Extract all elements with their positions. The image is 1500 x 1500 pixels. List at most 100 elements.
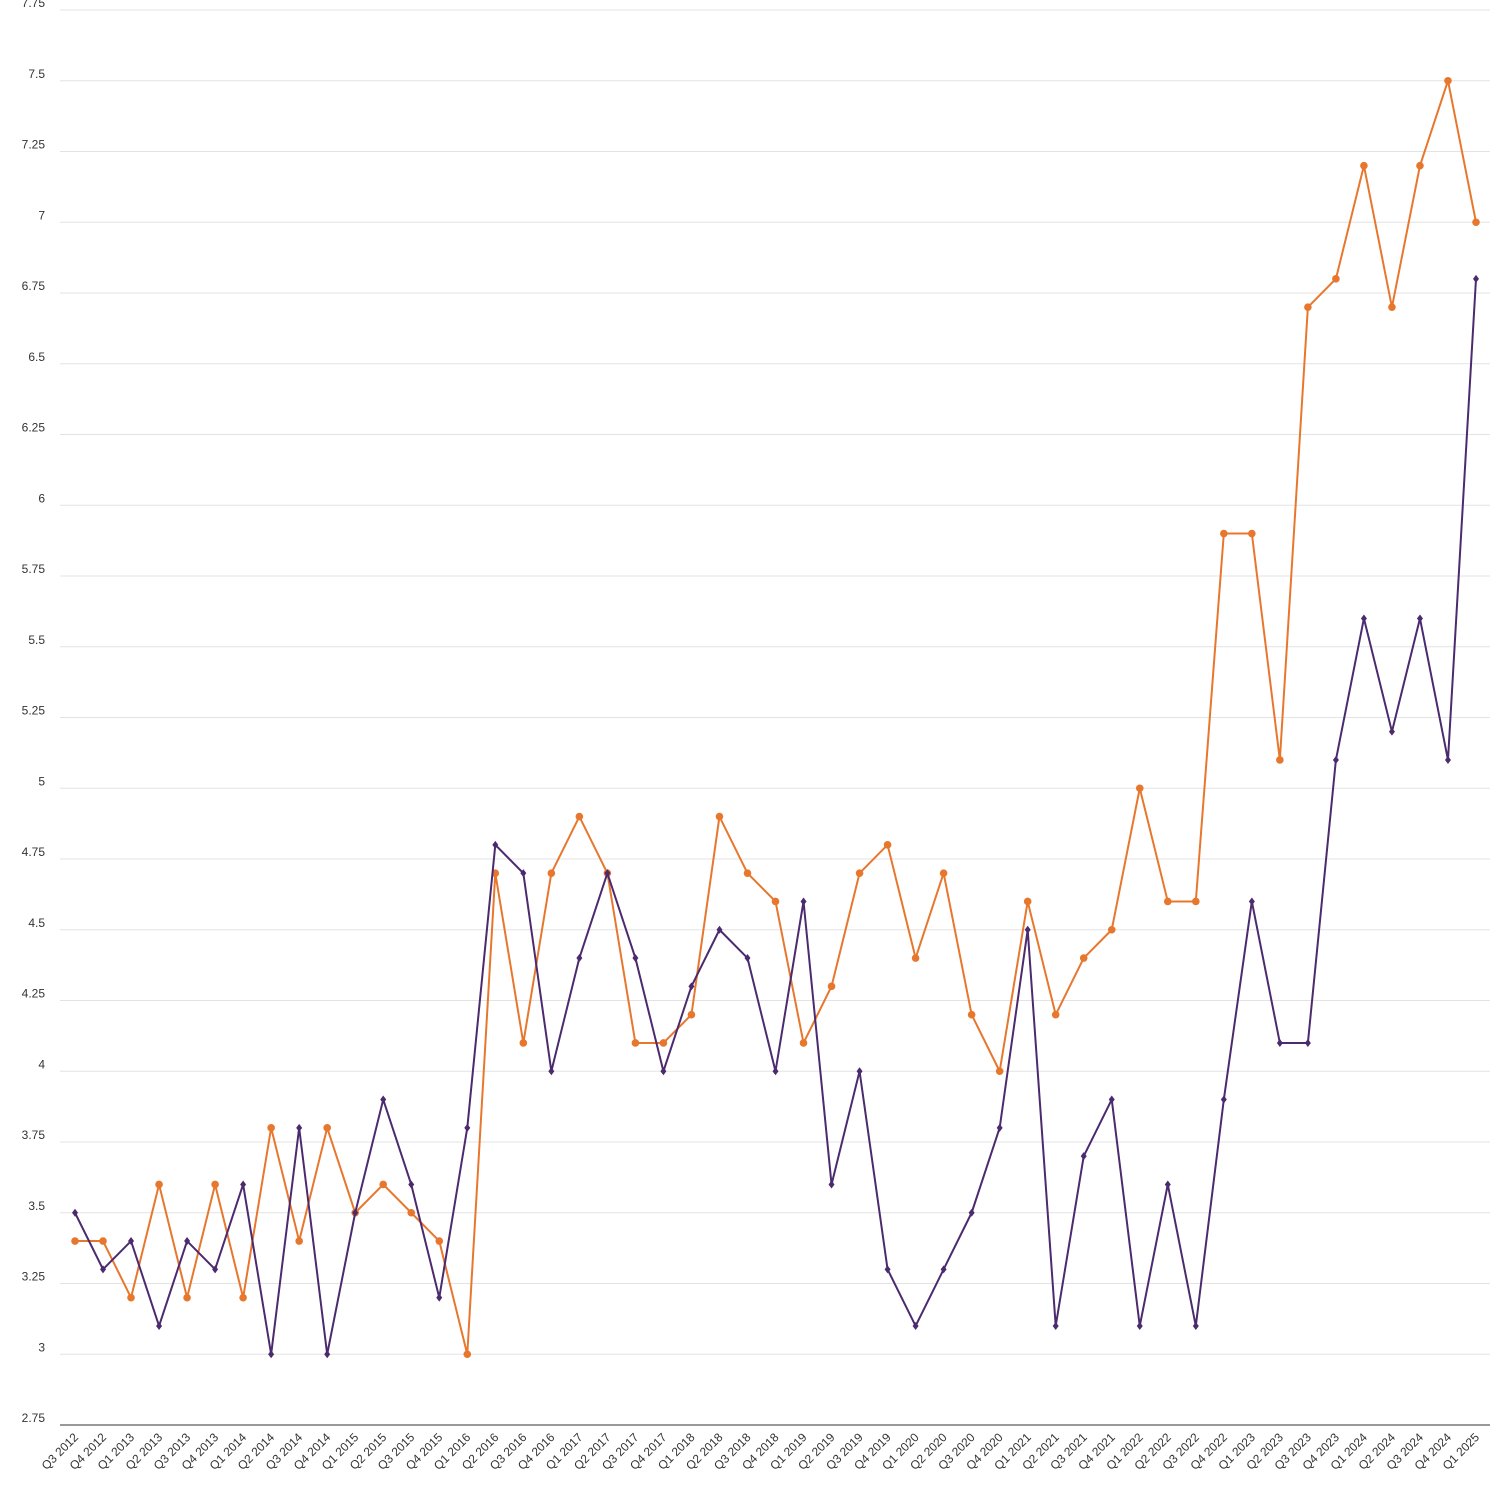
y-axis-tick-labels: 2.75 3 3.25 3.5 3.75 4 4.25 4.5 4.75 5 5.25 5.5 5.75…	[22, 0, 46, 1425]
data-point	[1108, 1095, 1115, 1104]
data-point	[968, 1208, 975, 1217]
data-point	[996, 1123, 1003, 1132]
data-point	[1388, 303, 1396, 311]
data-point	[687, 1010, 696, 1019]
y-tick-label: 7	[38, 208, 45, 222]
y-tick-label: 5	[38, 774, 45, 788]
series-2-line	[74, 278, 1477, 1356]
data-point	[519, 1039, 528, 1047]
data-point	[127, 1293, 135, 1302]
data-point	[967, 1010, 976, 1019]
y-tick-label: 3.75	[22, 1128, 46, 1142]
data-point	[155, 1180, 163, 1189]
data-point	[408, 1180, 415, 1189]
y-tick-label: 5.25	[22, 704, 46, 718]
data-point	[744, 954, 751, 963]
data-point	[1248, 897, 1255, 906]
data-point	[1473, 274, 1479, 283]
data-point	[156, 1321, 163, 1330]
data-point	[548, 1067, 555, 1076]
data-point	[436, 1293, 443, 1302]
data-point	[1360, 161, 1368, 170]
data-point	[1052, 1321, 1059, 1330]
data-point	[688, 982, 695, 991]
data-point	[1192, 1321, 1199, 1330]
data-point	[464, 1123, 471, 1132]
series-2	[72, 274, 1479, 1359]
data-point	[1332, 275, 1340, 283]
data-point	[1107, 925, 1116, 934]
data-point	[576, 954, 583, 963]
y-tick-label: 6.75	[22, 279, 46, 293]
data-point	[72, 1208, 78, 1217]
data-point	[1304, 303, 1312, 311]
data-point	[883, 841, 892, 849]
data-point	[1360, 614, 1367, 623]
data-point	[911, 954, 920, 962]
data-point	[1023, 897, 1032, 906]
data-point	[1192, 897, 1200, 906]
data-point	[547, 869, 556, 877]
data-point	[940, 1265, 947, 1274]
y-tick-label: 7.25	[22, 138, 46, 152]
data-point	[743, 869, 752, 877]
data-point	[352, 1208, 359, 1217]
y-tick-label: 3.5	[28, 1199, 45, 1213]
data-point	[324, 1350, 331, 1359]
y-tick-label: 5.75	[22, 562, 46, 576]
data-point	[660, 1067, 667, 1076]
y-tick-label: 3.25	[22, 1270, 46, 1284]
y-tick-label: 5.5	[28, 633, 45, 647]
y-tick-label: 6	[38, 491, 45, 505]
data-point	[1220, 529, 1228, 538]
data-point	[995, 1067, 1004, 1076]
data-point	[240, 1180, 247, 1189]
data-point	[1304, 1038, 1311, 1047]
y-tick-label: 7.5	[28, 67, 45, 81]
data-point	[828, 1180, 835, 1189]
data-point	[183, 1293, 191, 1302]
data-point	[799, 1039, 808, 1047]
data-point	[1164, 1180, 1171, 1189]
data-point	[772, 1067, 779, 1076]
data-point	[1051, 1010, 1060, 1019]
data-point	[1080, 1152, 1087, 1161]
y-tick-label: 7.75	[22, 0, 46, 10]
data-point	[211, 1180, 219, 1189]
y-tick-label: 6.5	[28, 350, 45, 364]
data-point	[379, 1180, 388, 1189]
data-point	[100, 1265, 107, 1274]
data-point	[99, 1237, 107, 1245]
data-point	[631, 1039, 640, 1047]
data-point	[856, 1067, 863, 1076]
y-tick-label: 6.25	[22, 421, 46, 435]
data-point	[267, 1124, 275, 1132]
data-point	[1136, 1321, 1143, 1330]
data-point	[884, 1265, 891, 1274]
data-point	[1220, 1095, 1227, 1104]
data-point	[323, 1124, 331, 1132]
y-tick-label: 3	[38, 1340, 45, 1354]
data-point	[1276, 1038, 1283, 1047]
data-point	[435, 1237, 444, 1245]
data-point	[716, 925, 723, 934]
data-point	[1416, 161, 1424, 170]
data-point	[520, 869, 527, 878]
data-point	[1444, 76, 1452, 85]
y-tick-label: 4	[38, 1057, 45, 1071]
data-point	[632, 954, 639, 963]
data-point	[912, 1321, 919, 1330]
data-point	[71, 1237, 79, 1245]
data-point	[1079, 954, 1088, 962]
y-tick-label: 4.25	[22, 987, 46, 1001]
data-point	[492, 840, 499, 849]
data-point	[296, 1123, 303, 1132]
data-point	[855, 869, 864, 877]
data-point	[800, 897, 807, 906]
data-point	[659, 1039, 668, 1047]
data-point	[239, 1293, 247, 1302]
data-point	[575, 812, 584, 821]
data-point	[1444, 755, 1451, 764]
